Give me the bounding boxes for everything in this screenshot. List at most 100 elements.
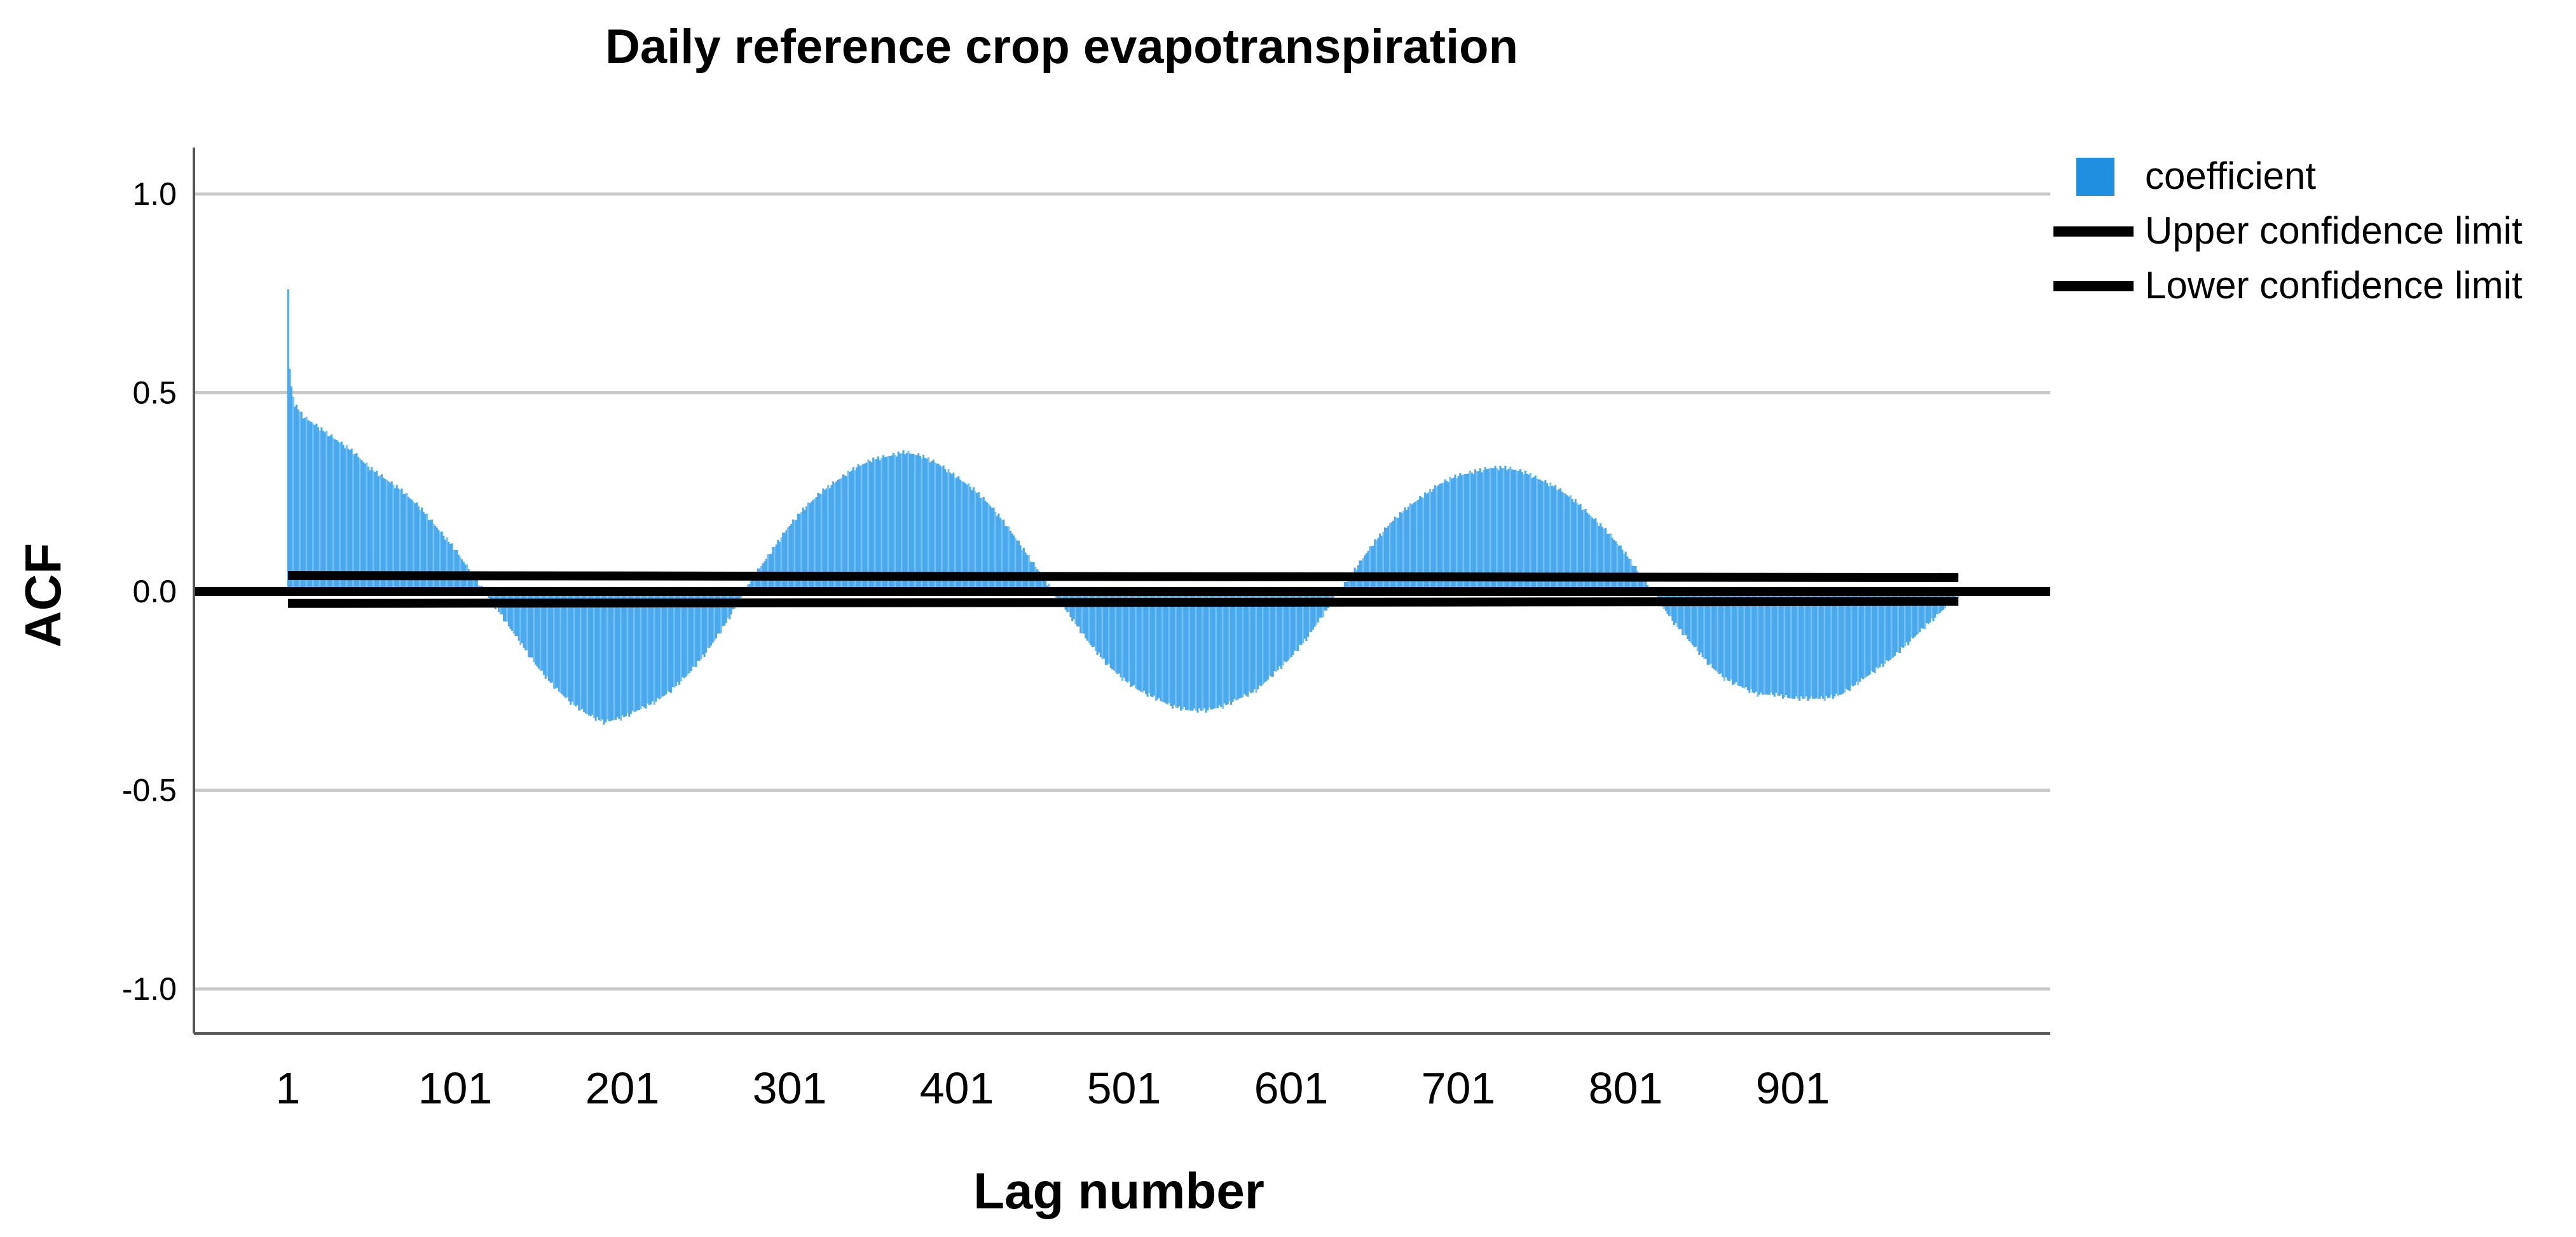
acf-bar <box>708 591 711 648</box>
acf-bar <box>1212 591 1214 709</box>
acf-bar <box>846 476 848 591</box>
acf-bar <box>992 508 995 592</box>
acf-bar <box>1807 591 1809 701</box>
acf-bar <box>1188 591 1191 710</box>
acf-bar <box>1252 591 1254 693</box>
acf-bar <box>1009 531 1011 591</box>
acf-bar <box>1574 499 1577 591</box>
acf-bar <box>1927 591 1929 625</box>
lower-confidence-limit-line <box>287 597 1959 608</box>
acf-bar <box>453 549 455 592</box>
acf-bar <box>977 492 980 591</box>
acf-bar <box>1703 591 1706 660</box>
acf-bar <box>1402 511 1404 591</box>
acf-bar <box>1243 591 1246 695</box>
acf-bar <box>1810 591 1812 696</box>
acf-bar <box>1139 591 1142 692</box>
acf-bar <box>302 418 305 592</box>
acf-bar <box>1043 576 1045 591</box>
acf-bar <box>347 448 350 592</box>
acf-bar <box>1534 475 1537 591</box>
acf-bar <box>1745 591 1748 687</box>
acf-bar <box>299 411 301 591</box>
acf-bar <box>1539 480 1542 592</box>
acf-bar <box>1106 591 1109 665</box>
acf-bar <box>1852 591 1854 687</box>
acf-bar <box>1226 591 1229 705</box>
acf-bar <box>521 591 523 644</box>
acf-bar <box>1573 502 1575 592</box>
acf-bar <box>528 591 530 658</box>
acf-bar <box>927 457 929 591</box>
acf-bar <box>1083 591 1085 634</box>
acf-bar <box>1200 591 1202 711</box>
acf-bar <box>1417 499 1420 592</box>
acf-bar <box>680 591 682 682</box>
acf-bar <box>1233 591 1236 699</box>
acf-bar <box>1872 591 1874 672</box>
acf-bar <box>1885 591 1887 661</box>
acf-bar <box>414 503 416 591</box>
acf-bar <box>1149 591 1152 696</box>
acf-bar <box>1884 591 1886 664</box>
acf-bar <box>1855 591 1858 682</box>
acf-bar <box>1221 591 1224 709</box>
acf-bar <box>1614 541 1617 591</box>
acf-bar <box>963 481 965 591</box>
acf-bar <box>847 471 849 591</box>
acf-bar <box>1680 591 1682 629</box>
acf-bar <box>1202 591 1204 711</box>
acf-bar <box>313 425 316 592</box>
acf-bar <box>1136 591 1139 690</box>
acf-bar <box>1481 472 1483 591</box>
acf-bar <box>377 476 380 591</box>
acf-bar <box>941 466 943 591</box>
acf-bar <box>1924 591 1926 630</box>
acf-bar <box>688 591 690 674</box>
acf-bar <box>1432 488 1435 591</box>
acf-bar <box>1370 546 1373 591</box>
acf-bar <box>929 462 931 592</box>
acf-bar <box>718 591 721 634</box>
acf-bar <box>969 487 971 592</box>
acf-bar <box>912 453 915 591</box>
acf-bar <box>706 591 709 648</box>
acf-bar <box>621 591 624 715</box>
acf-bar <box>289 369 291 591</box>
acf-bar <box>1121 591 1124 681</box>
acf-bar <box>815 497 818 591</box>
acf-bar <box>1392 520 1395 591</box>
acf-bar <box>1504 466 1507 591</box>
acf-bar <box>1566 495 1568 591</box>
acf-bar <box>1123 591 1125 678</box>
legend-swatch-coefficient <box>2076 158 2114 196</box>
acf-bar <box>1004 525 1006 592</box>
acf-bar <box>1451 478 1453 591</box>
acf-bar <box>1001 520 1003 591</box>
acf-bar <box>840 478 843 591</box>
acf-bar <box>939 465 942 592</box>
acf-bar <box>1910 591 1913 638</box>
acf-bar <box>778 541 781 592</box>
acf-bar <box>1682 591 1684 635</box>
acf-bar <box>1091 591 1093 647</box>
acf-bar <box>832 481 835 592</box>
acf-bar <box>1519 469 1522 591</box>
acf-bar <box>578 591 580 711</box>
acf-bar <box>1544 480 1547 591</box>
acf-bar <box>1428 488 1431 591</box>
acf-bar <box>385 480 388 592</box>
acf-bar <box>1489 467 1491 592</box>
acf-bar <box>710 591 713 646</box>
acf-bar <box>972 487 975 591</box>
acf-bar <box>1586 513 1589 591</box>
acf-bar <box>1390 522 1393 591</box>
acf-bar <box>1800 591 1802 696</box>
acf-bar <box>1395 517 1398 591</box>
acf-bar <box>1148 591 1151 693</box>
acf-bar <box>1693 591 1696 647</box>
acf-bar <box>1170 591 1172 706</box>
acf-bar <box>1045 581 1047 591</box>
acf-bar <box>671 591 674 687</box>
acf-bar <box>539 591 542 671</box>
